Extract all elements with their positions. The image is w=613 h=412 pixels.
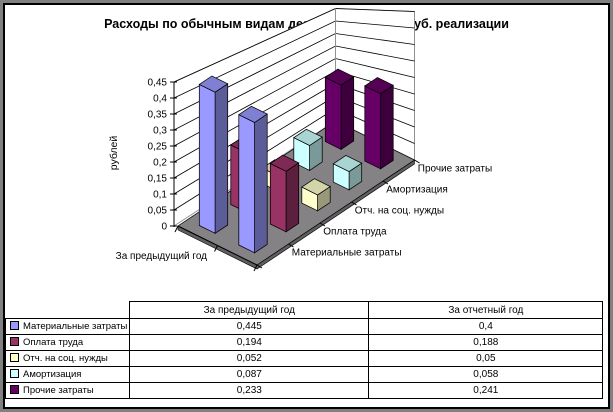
series-axis-label: Амортизация (386, 185, 448, 196)
value-tick-label: 0,25 (148, 142, 168, 153)
value-cell: 0,241 (368, 382, 604, 399)
series-legend-cell: Материальные затраты (5, 318, 131, 335)
series-legend-cell: Амортизация (5, 366, 131, 383)
series-label: Отч. на соц. нужды (23, 353, 108, 364)
series-axis-tick (319, 222, 326, 227)
table-row: Материальные затраты 0,445 0,4 (5, 318, 604, 335)
value-tick-label: 0,45 (148, 78, 168, 89)
series-label: Амортизация (23, 369, 82, 380)
bar-top-face (324, 68, 355, 86)
bar-top-face (198, 75, 229, 93)
bar-front-face (238, 114, 255, 254)
bar-side-face (340, 76, 355, 151)
value-tick-label: 0,05 (148, 206, 168, 217)
bar-4-0 (324, 68, 355, 151)
series-axis-tick (414, 159, 420, 164)
value-cell: 0,233 (129, 382, 370, 399)
bar-top-face (332, 154, 363, 173)
table-row: Отч. на соц. нужды 0,052 0,05 (5, 350, 604, 367)
series-axis-tick (256, 264, 263, 269)
bar-front-face (324, 76, 342, 151)
series-axis-label: Прочие затраты (418, 164, 492, 175)
chart-bars (198, 68, 394, 254)
series-legend-cell: Отч. на соц. нужды (5, 350, 131, 367)
value-cell: 0,058 (368, 366, 604, 383)
value-cell: 0,087 (129, 366, 370, 383)
bar-side-face (285, 162, 300, 233)
value-cell: 0,05 (368, 350, 604, 367)
category-axis-tick (253, 264, 258, 272)
legend-swatch (10, 385, 19, 394)
value-tick-label: 0,35 (148, 110, 168, 121)
table-corner-cell (6, 302, 130, 319)
value-tick-label: 0,1 (153, 190, 167, 201)
bar-1-1 (269, 154, 300, 233)
bar-0-0 (198, 75, 229, 234)
series-legend-cell: Оплата труда (5, 334, 131, 351)
value-tick-label: 0,15 (148, 174, 168, 185)
value-cell: 0,194 (129, 334, 370, 351)
value-axis-title: рублей (108, 136, 120, 171)
bar-side-face (380, 84, 394, 170)
category-axis-tick (214, 245, 218, 252)
series-legend-cell: Прочие затраты (5, 382, 131, 399)
table-header-prev-year: За предыдущий год (129, 301, 370, 319)
legend-swatch (10, 337, 19, 346)
bar-0-1 (238, 105, 268, 254)
series-axis-label: Оплата труда (323, 227, 387, 238)
bar-top-face (293, 128, 323, 146)
value-tick-label: 0,4 (153, 94, 167, 105)
table-row: Прочие затраты 0,233 0,241 (5, 382, 604, 399)
chart-axes: 0 0,05 0,1 0,15 0,2 0,25 0,3 0,35 0,4 0,45 Материа… (148, 78, 492, 272)
bar-side-face (254, 113, 268, 254)
bar-side-face (214, 83, 229, 234)
category-axis-label: За предыдущий год (116, 251, 208, 262)
bar-front-face (269, 162, 287, 233)
bar-4-1 (364, 77, 394, 170)
table-row: Амортизация 0,087 0,058 (5, 366, 604, 383)
bar-top-face (364, 77, 394, 95)
value-cell: 0,4 (368, 318, 604, 335)
series-axis-label: Отч. на соц. нужды (355, 206, 444, 217)
bar-top-face (238, 105, 268, 123)
table-row: Оплата труда 0,194 0,188 (5, 334, 604, 351)
series-axis-tick (382, 180, 389, 185)
table-header-report-year: За отчетный год (368, 301, 604, 319)
value-tick-label: 0 (161, 222, 167, 233)
data-table: За предыдущий год За отчетный год Матери… (5, 301, 604, 399)
value-cell: 0,445 (129, 318, 370, 335)
series-label: Прочие затраты (23, 385, 94, 396)
value-cell: 0,188 (368, 334, 604, 351)
bar-top-face (301, 178, 331, 196)
series-axis-tick (288, 243, 294, 248)
value-tick-label: 0,2 (153, 158, 167, 169)
chart-object-frame: Расходы по обычным видам деятельности на… (3, 3, 610, 409)
legend-swatch (10, 353, 19, 362)
bar-2-1 (301, 178, 331, 212)
bar-front-face (364, 85, 381, 170)
series-label: Оплата труда (23, 337, 84, 348)
legend-swatch (10, 321, 19, 330)
bar-front-face (198, 83, 216, 234)
value-tick-label: 0,3 (153, 126, 167, 137)
bar-3-1 (332, 154, 363, 191)
chart-3d-plot: 0 0,05 0,1 0,15 0,2 0,25 0,3 0,35 0,4 0,45 Материа… (108, 7, 492, 272)
bar-top-face (269, 154, 300, 172)
value-cell: 0,052 (129, 350, 370, 367)
series-axis-label: Материальные затраты (292, 248, 402, 259)
category-axis-tick (174, 225, 179, 233)
table-header-row: За предыдущий год За отчетный год (6, 301, 604, 319)
series-label: Материальные затраты (23, 321, 128, 332)
series-axis-tick (351, 201, 357, 206)
legend-swatch (10, 369, 19, 378)
